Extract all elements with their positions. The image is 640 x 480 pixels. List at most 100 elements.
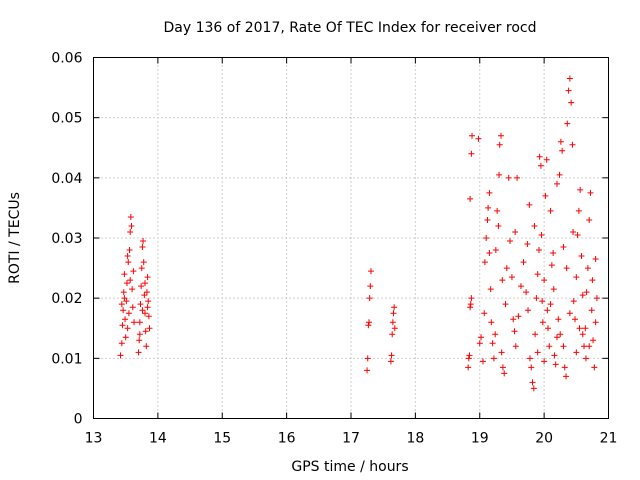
data-point: [542, 192, 549, 199]
y-tick-label: 0.03: [51, 231, 82, 247]
data-point: [486, 250, 493, 257]
data-point: [123, 298, 130, 305]
x-tick-label: 13: [85, 431, 103, 447]
x-tick-label: 16: [278, 431, 296, 447]
data-point: [544, 307, 551, 314]
data-point: [569, 141, 576, 148]
data-point: [586, 216, 593, 223]
data-point: [554, 180, 560, 187]
data-point: [129, 304, 136, 311]
data-point: [364, 367, 371, 374]
data-point: [524, 241, 531, 248]
data-point: [530, 385, 537, 392]
data-point: [520, 259, 527, 266]
data-point: [481, 259, 488, 266]
data-point: [123, 280, 130, 287]
data-point: [557, 138, 564, 145]
data-point: [130, 268, 137, 275]
tick-labels: 13 14 15 16 17 18 19 20 21 0 0.01 0.02 0.03 0.04 0.05 0…: [51, 51, 617, 447]
data-point: [120, 307, 127, 314]
data-point: [552, 361, 559, 368]
data-point: [570, 228, 577, 235]
data-point: [566, 310, 573, 317]
data-point: [497, 132, 504, 139]
data-point: [579, 331, 586, 338]
data-point: [537, 162, 544, 169]
data-point: [555, 316, 562, 323]
data-point: [554, 334, 560, 341]
data-point: [481, 310, 488, 317]
data-point: [122, 334, 129, 341]
data-point: [539, 319, 546, 326]
data-point: [125, 310, 132, 317]
data-point: [529, 379, 536, 386]
data-point: [468, 150, 475, 157]
data-point: [511, 328, 518, 335]
data-point: [543, 156, 550, 163]
data-point: [592, 256, 599, 263]
data-point: [367, 283, 374, 290]
y-tick-label: 0.01: [51, 351, 82, 367]
data-point: [145, 298, 152, 305]
data-point: [131, 319, 138, 326]
data-point: [588, 307, 595, 314]
data-point: [127, 277, 134, 284]
data-point: [573, 274, 580, 281]
data-point: [578, 253, 585, 260]
data-point: [117, 352, 124, 359]
data-point: [489, 340, 496, 347]
data-point: [544, 325, 551, 332]
data-point: [365, 322, 372, 329]
data-point: [550, 250, 557, 257]
data-point: [136, 331, 143, 338]
data-point: [141, 292, 148, 299]
data-point: [591, 364, 598, 371]
data-point: [498, 349, 505, 356]
data-point: [536, 153, 543, 160]
data-point: [525, 307, 532, 314]
data-point: [484, 216, 491, 223]
data-point: [579, 292, 586, 299]
y-tick-label: 0.06: [51, 51, 82, 67]
data-point: [570, 298, 577, 305]
data-point: [486, 189, 493, 196]
data-point: [467, 304, 474, 311]
data-point: [505, 174, 512, 181]
data-point: [531, 222, 538, 229]
data-point: [496, 171, 503, 178]
data-point: [465, 355, 472, 362]
data-point: [589, 277, 596, 284]
data-point: [538, 231, 545, 238]
data-point: [142, 280, 148, 287]
data-point: [129, 286, 136, 293]
data-point: [118, 340, 125, 347]
data-point: [135, 349, 142, 356]
data-point: [389, 331, 396, 338]
data-point: [127, 228, 134, 235]
y-tick-label: 0.05: [51, 111, 82, 127]
x-tick-label: 17: [342, 431, 360, 447]
data-point: [547, 301, 554, 308]
data-point: [492, 247, 499, 254]
data-point: [136, 319, 143, 326]
data-point: [592, 319, 599, 326]
data-point: [512, 228, 519, 235]
x-tick-label: 18: [406, 431, 424, 447]
data-point: [583, 289, 590, 296]
data-point: [593, 295, 600, 302]
data-point: [467, 301, 474, 308]
data-point: [548, 262, 555, 269]
data-point: [533, 295, 540, 302]
data-point: [499, 277, 506, 284]
data-point: [479, 358, 486, 365]
data-point: [575, 207, 582, 214]
chart-title: Day 136 of 2017, Rate Of TEC Index for r…: [164, 20, 537, 36]
data-point: [121, 271, 128, 278]
data-point: [483, 235, 490, 241]
data-point: [551, 352, 558, 359]
data-point: [138, 283, 145, 290]
data-point: [124, 325, 131, 332]
data-point: [590, 337, 597, 344]
